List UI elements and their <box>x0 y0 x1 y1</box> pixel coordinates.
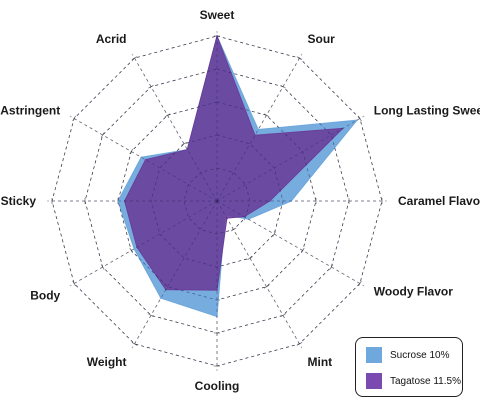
data-point-tagatose-11-5-long-lasting-sweet <box>341 127 344 130</box>
data-point-sucrose-10-sour <box>257 128 260 131</box>
tick-mark <box>181 141 187 146</box>
data-point-sucrose-10-woody-flavor <box>247 218 250 220</box>
axis-label-long-lasting-sweet: Long Lasting Sweet <box>374 104 480 118</box>
axis-label-sticky: Sticky <box>1 194 37 208</box>
grid-ring-overlay <box>84 68 350 334</box>
data-point-tagatose-11-5-weight <box>165 288 167 291</box>
axis-label-acrid: Acrid <box>96 32 127 46</box>
tick-mark <box>100 132 105 138</box>
axis-label-cooling: Cooling <box>195 379 240 393</box>
spoke-overlay <box>216 200 361 284</box>
legend-swatch-sucrose <box>366 347 382 363</box>
tick-mark <box>131 342 138 346</box>
spoke-overlay <box>216 200 300 345</box>
data-point-sucrose-10-long-lasting-sweet <box>356 119 358 121</box>
data-point-tagatose-11-5-woody-flavor <box>243 215 245 218</box>
tick-mark <box>358 280 362 287</box>
spoke-mint <box>216 200 303 349</box>
chart-legend: Sucrose 10% Tagatose 11.5% <box>355 337 463 397</box>
grid-ring-overlay <box>117 101 317 301</box>
axis-label-weight: Weight <box>87 355 127 369</box>
tick-mark <box>263 113 270 118</box>
data-point-tagatose-11-5-astringent <box>144 158 147 161</box>
spoke-woody-flavor <box>216 200 365 287</box>
data-point-sucrose-10-body <box>133 248 135 250</box>
data-point-sucrose-10-caramel-flavor <box>290 200 293 202</box>
data-point-tagatose-11-5-cooling <box>216 289 218 291</box>
legend-label-sucrose: Sucrose 10% <box>390 349 450 361</box>
data-point-tagatose-11-5-mint <box>226 217 228 219</box>
grid-ring-overlay <box>150 134 284 268</box>
tick-mark <box>272 231 277 237</box>
data-point-tagatose-11-5-sticky <box>123 200 126 202</box>
axis-label-sweet: Sweet <box>200 8 235 22</box>
axis-label-body: Body <box>30 289 60 303</box>
axis-label-caramel-flavor: Caramel Flavor <box>398 194 480 208</box>
data-point-tagatose-11-5-body <box>136 246 138 248</box>
data-point-tagatose-11-5-caramel-flavor <box>269 200 271 202</box>
data-point-tagatose-11-5-acrid <box>186 148 189 151</box>
data-point-sucrose-10-astringent <box>140 156 143 159</box>
tick-mark <box>148 313 154 318</box>
data-point-sucrose-10-weight <box>160 297 162 299</box>
data-point-sucrose-10-cooling <box>216 315 218 318</box>
axis-label-mint: Mint <box>308 355 333 369</box>
tick-mark <box>164 113 171 118</box>
tick-mark <box>72 280 76 287</box>
data-point-sucrose-10-sticky <box>117 200 119 202</box>
legend-item-tagatose: Tagatose 11.5% <box>366 373 461 389</box>
axis-label-sour: Sour <box>308 32 336 46</box>
spoke-acrid <box>131 53 218 202</box>
tick-mark <box>131 56 138 60</box>
axis-label-astringent: Astringent <box>0 104 60 118</box>
legend-label-tagatose: Tagatose 11.5% <box>390 375 461 387</box>
grid-ring-overlay <box>51 35 383 367</box>
tick-mark <box>329 264 334 270</box>
legend-swatch-tagatose <box>366 373 382 389</box>
axis-labels: Sweet Sour Long Lasting Sweet Caramel Flavo… <box>0 8 480 393</box>
spoke-sour <box>216 53 303 202</box>
tick-mark <box>263 284 270 289</box>
legend-item-sucrose: Sucrose 10% <box>366 347 449 363</box>
grid-ring-overlay <box>183 167 251 235</box>
data-point-tagatose-11-5-sour <box>254 134 256 137</box>
axis-label-woody-flavor: Woody Flavor <box>374 285 453 299</box>
radar-series <box>51 35 383 367</box>
tick-mark <box>280 313 286 318</box>
